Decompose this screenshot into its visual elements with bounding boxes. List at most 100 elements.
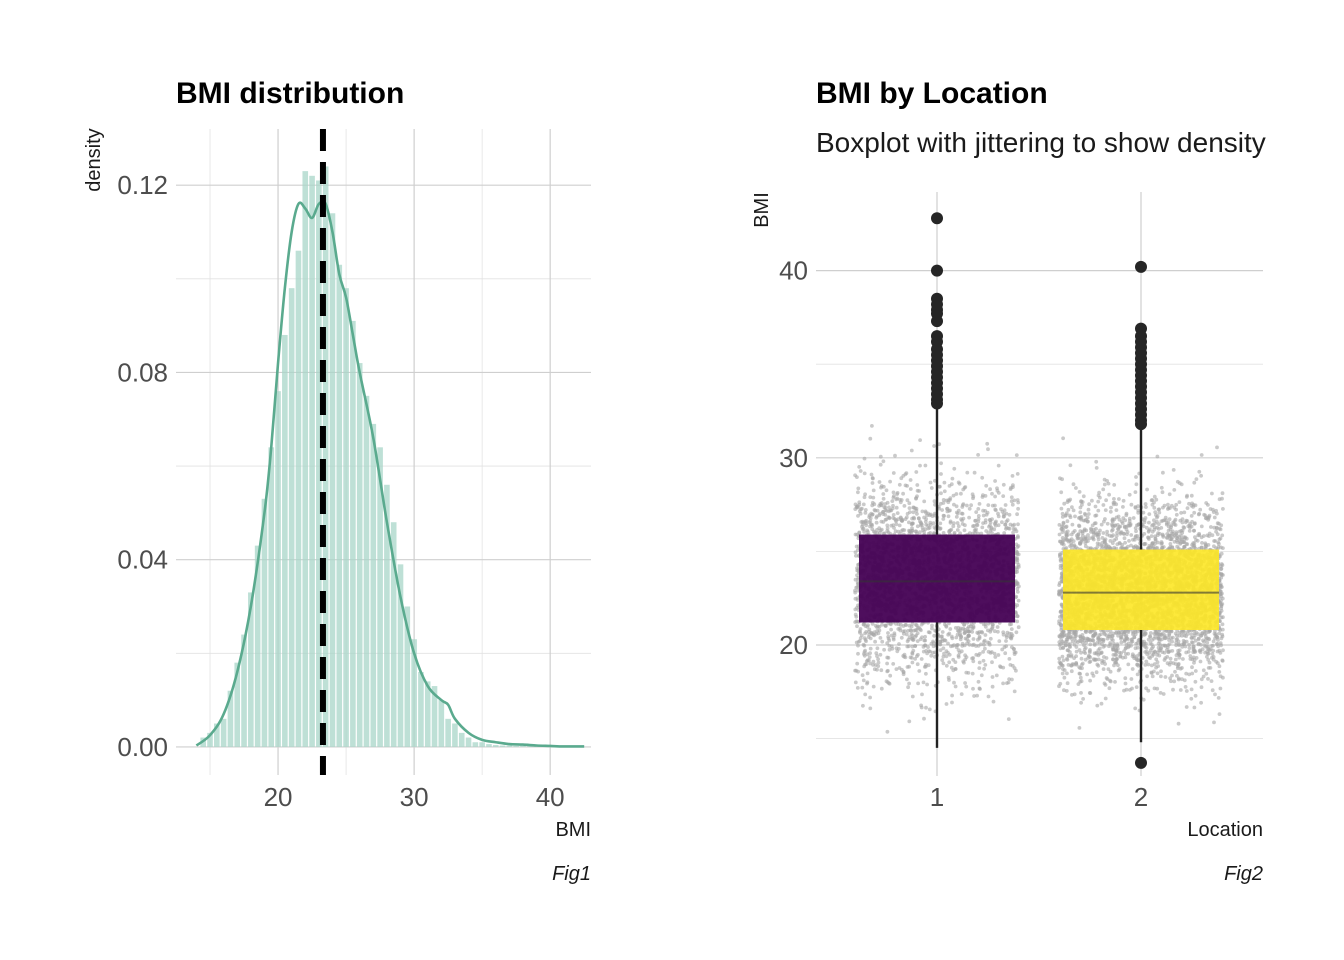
jitter-point [967, 515, 971, 520]
jitter-point [924, 671, 928, 676]
jitter-point [1104, 498, 1108, 503]
jitter-point [954, 635, 959, 640]
jitter-point [971, 637, 976, 641]
histogram-bar [506, 745, 513, 747]
jitter-point [924, 649, 929, 653]
jitter-point [915, 662, 920, 667]
jitter-point [899, 635, 904, 640]
jitter-point [914, 470, 919, 474]
jitter-point [918, 637, 923, 642]
jitter-point [1099, 544, 1104, 548]
jitter-point [944, 702, 949, 706]
jitter-point [1145, 674, 1149, 679]
jitter-point [1015, 550, 1019, 555]
jitter-point [1102, 482, 1107, 487]
histogram-bar [309, 175, 315, 747]
jitter-point [947, 660, 952, 665]
jitter-point [1168, 542, 1173, 546]
jitter-point [858, 627, 863, 631]
jitter-point [1069, 653, 1074, 657]
jitter-point [939, 472, 943, 476]
jitter-point [898, 515, 903, 520]
jitter-point [992, 527, 997, 532]
panel1-x-tick-labels: 20 30 40 [264, 782, 565, 812]
jitter-point [972, 694, 976, 698]
jitter-point [979, 531, 984, 536]
jitter-point [1071, 508, 1076, 513]
jitter-point [891, 662, 896, 666]
jitter-point [876, 624, 880, 629]
histogram-bar [254, 545, 261, 747]
jitter-point [1199, 677, 1204, 682]
histogram-bar [492, 745, 499, 747]
jitter-point [1004, 526, 1008, 531]
jitter-point [1171, 687, 1175, 692]
jitter-point [1015, 560, 1020, 565]
jitter-point [1064, 524, 1069, 529]
jitter-point [1155, 454, 1160, 459]
histogram-bar [377, 447, 383, 747]
jitter-point [858, 511, 863, 516]
jitter-point [918, 530, 922, 535]
jitter-point [916, 516, 921, 521]
jitter-point [1159, 526, 1164, 530]
jitter-point [868, 646, 873, 651]
jitter-point [872, 667, 877, 672]
jitter-point [945, 509, 950, 514]
histogram-bar [479, 742, 485, 747]
jitter-point [950, 700, 954, 705]
jitter-point [1178, 688, 1183, 692]
histogram-bar [356, 363, 363, 747]
jitter-point [962, 623, 966, 627]
jitter-point [1015, 512, 1019, 517]
jitter-point [956, 643, 960, 647]
jitter-point [1088, 678, 1092, 683]
jitter-point [951, 521, 956, 526]
jitter-point [863, 508, 868, 512]
jitter-point [923, 463, 928, 468]
jitter-point [897, 523, 902, 528]
jitter-point [947, 678, 951, 682]
jitter-point [932, 444, 936, 448]
density-curve [195, 199, 585, 748]
jitter-point [1211, 510, 1216, 514]
jitter-point [921, 680, 926, 685]
jitter-point [986, 694, 991, 699]
jitter-point [1001, 482, 1006, 487]
histogram-bar [465, 737, 472, 747]
jitter-point [882, 647, 886, 652]
jitter-point [871, 684, 876, 689]
jitter-point [948, 627, 953, 631]
jitter-point [909, 530, 914, 535]
jitter-point [1218, 686, 1223, 691]
jitter-point [904, 632, 909, 637]
jitter-point [1203, 634, 1208, 639]
jitter-point [944, 663, 949, 668]
jitter-point [864, 662, 869, 667]
jitter-point [963, 630, 967, 635]
jitter-point [1144, 686, 1148, 691]
jitter-point [1002, 514, 1006, 519]
jitter-point [875, 646, 880, 651]
jitter-point [992, 651, 997, 656]
jitter-point [1066, 507, 1071, 512]
jitter-point [1015, 581, 1020, 585]
jitter-point [999, 507, 1003, 512]
jitter-point [1014, 453, 1019, 457]
jitter-point [892, 633, 897, 638]
jitter-point [856, 603, 860, 608]
jitter-point [953, 626, 958, 630]
jitter-point [947, 529, 951, 534]
jitter-point [910, 652, 915, 656]
jitter-point [1110, 527, 1115, 532]
jitter-point [1150, 541, 1155, 546]
jitter-point [928, 480, 933, 485]
jitter-point [1194, 477, 1199, 481]
jitter-point [906, 644, 911, 649]
jitter-point [857, 500, 862, 505]
jitter-point [932, 499, 937, 504]
jitter-point [926, 663, 931, 668]
jitter-point [950, 476, 955, 481]
jitter-point [862, 456, 867, 461]
jitter-point [1006, 717, 1011, 721]
